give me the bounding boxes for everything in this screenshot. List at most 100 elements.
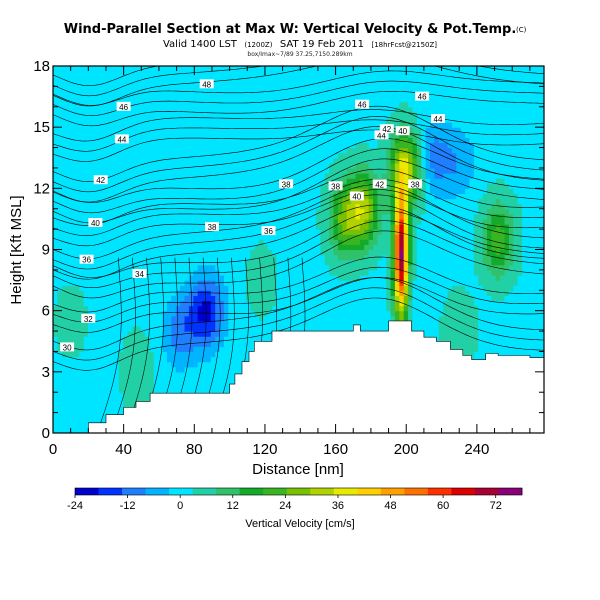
- w-cell: [114, 167, 120, 174]
- w-cell: [131, 81, 137, 87]
- w-cell: [188, 264, 194, 271]
- w-cell: [307, 208, 313, 215]
- w-cell: [53, 66, 58, 72]
- w-cell: [254, 167, 260, 174]
- w-cell: [162, 147, 168, 154]
- w-cell: [254, 315, 260, 322]
- w-cell: [57, 264, 63, 271]
- w-cell: [123, 351, 129, 358]
- w-cell: [237, 264, 243, 271]
- w-cell: [158, 356, 164, 363]
- w-cell: [276, 254, 282, 261]
- w-cell: [61, 254, 67, 261]
- w-cell: [223, 142, 229, 149]
- w-cell: [250, 244, 256, 251]
- w-cell: [145, 116, 151, 123]
- w-cell: [131, 198, 137, 205]
- w-cell: [245, 152, 251, 159]
- w-cell: [254, 280, 260, 286]
- w-cell: [316, 198, 322, 205]
- w-cell: [158, 71, 164, 77]
- w-cell: [171, 213, 177, 220]
- w-cell: [351, 81, 357, 87]
- w-cell: [254, 331, 260, 337]
- w-cell: [149, 269, 155, 276]
- w-cell: [250, 142, 256, 149]
- w-cell: [61, 269, 67, 276]
- w-cell: [140, 101, 146, 108]
- w-cell: [101, 295, 107, 302]
- w-cell: [171, 142, 177, 149]
- w-cell: [232, 320, 238, 327]
- w-cell: [92, 162, 98, 169]
- w-cell: [237, 224, 243, 230]
- w-cell: [298, 178, 304, 184]
- w-cell: [79, 91, 85, 98]
- w-cell: [219, 127, 225, 133]
- w-cell: [57, 300, 63, 307]
- w-cell: [202, 264, 208, 271]
- w-cell: [346, 132, 352, 138]
- w-cell: [289, 91, 295, 98]
- w-cell: [232, 224, 238, 230]
- w-cell: [140, 203, 146, 210]
- w-cell: [66, 402, 72, 409]
- w-cell: [302, 183, 308, 189]
- w-cell: [280, 234, 286, 240]
- w-cell: [162, 229, 168, 235]
- w-cell: [232, 157, 238, 164]
- w-cell: [180, 274, 186, 281]
- w-cell: [114, 91, 120, 98]
- w-cell: [285, 167, 291, 174]
- w-cell: [324, 157, 330, 164]
- w-cell: [114, 407, 120, 414]
- w-cell: [88, 346, 94, 353]
- w-cell: [263, 132, 269, 138]
- w-cell: [166, 254, 172, 261]
- w-cell: [276, 264, 282, 271]
- w-cell: [136, 71, 142, 77]
- w-cell: [140, 188, 146, 195]
- w-cell: [202, 346, 208, 353]
- w-cell: [346, 142, 352, 149]
- w-cell: [101, 122, 107, 128]
- w-cell: [197, 376, 203, 383]
- w-cell: [83, 331, 89, 337]
- w-cell: [210, 218, 216, 225]
- w-cell: [140, 111, 146, 118]
- w-cell: [206, 244, 212, 251]
- w-cell: [184, 351, 190, 358]
- w-cell: [267, 106, 273, 113]
- w-cell: [307, 183, 313, 189]
- w-cell: [79, 193, 85, 200]
- w-cell: [92, 387, 98, 393]
- w-cell: [276, 96, 282, 103]
- w-cell: [145, 178, 151, 184]
- w-cell: [123, 142, 129, 149]
- w-cell: [333, 239, 339, 246]
- w-cell: [320, 111, 326, 118]
- w-cell: [136, 244, 142, 251]
- w-cell: [342, 116, 348, 123]
- w-cell: [254, 173, 260, 179]
- w-cell: [53, 244, 58, 251]
- w-cell: [241, 106, 247, 113]
- w-cell: [232, 331, 238, 337]
- w-cell: [66, 188, 72, 195]
- w-cell: [294, 274, 300, 281]
- w-cell: [346, 183, 352, 189]
- w-cell: [337, 147, 343, 154]
- w-cell: [83, 101, 89, 108]
- w-cell: [320, 188, 326, 195]
- w-cell: [285, 229, 291, 235]
- w-cell: [66, 382, 72, 388]
- w-cell: [259, 331, 265, 337]
- w-cell: [158, 193, 164, 200]
- w-cell: [342, 137, 348, 144]
- w-cell: [254, 152, 260, 159]
- w-cell: [66, 407, 72, 414]
- w-cell: [145, 336, 151, 342]
- w-cell: [105, 122, 111, 128]
- w-cell: [346, 71, 352, 77]
- w-cell: [83, 203, 89, 210]
